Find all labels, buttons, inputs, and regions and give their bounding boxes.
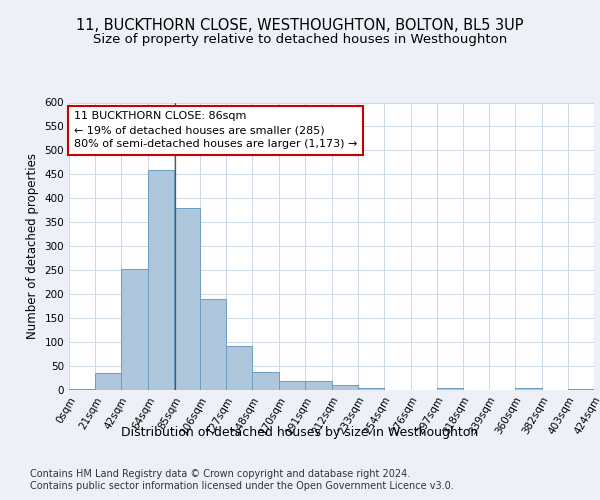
- Bar: [226, 346, 252, 390]
- Text: Distribution of detached houses by size in Westhoughton: Distribution of detached houses by size …: [121, 426, 479, 439]
- Bar: [95, 373, 121, 390]
- Text: Contains public sector information licensed under the Open Government Licence v3: Contains public sector information licen…: [30, 481, 454, 491]
- Bar: [358, 388, 383, 390]
- Text: 11, BUCKTHORN CLOSE, WESTHOUGHTON, BOLTON, BL5 3UP: 11, BUCKTHORN CLOSE, WESTHOUGHTON, BOLTO…: [76, 18, 524, 32]
- Bar: [121, 269, 148, 390]
- Bar: [252, 372, 280, 390]
- Bar: [280, 381, 305, 390]
- Text: Size of property relative to detached houses in Westhoughton: Size of property relative to detached ho…: [93, 32, 507, 46]
- Text: Contains HM Land Registry data © Crown copyright and database right 2024.: Contains HM Land Registry data © Crown c…: [30, 469, 410, 479]
- Bar: [331, 385, 358, 390]
- Bar: [568, 388, 594, 390]
- Bar: [515, 388, 542, 390]
- Bar: [200, 299, 226, 390]
- Y-axis label: Number of detached properties: Number of detached properties: [26, 153, 39, 340]
- Text: 11 BUCKTHORN CLOSE: 86sqm
← 19% of detached houses are smaller (285)
80% of semi: 11 BUCKTHORN CLOSE: 86sqm ← 19% of detac…: [74, 111, 358, 149]
- Bar: [148, 170, 174, 390]
- Bar: [437, 388, 463, 390]
- Bar: [174, 208, 200, 390]
- Bar: [69, 388, 95, 390]
- Bar: [305, 381, 331, 390]
